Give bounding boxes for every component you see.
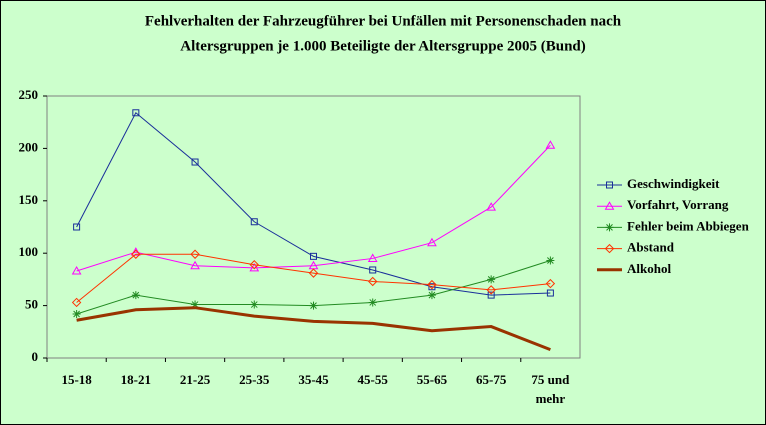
x-tick-label: 18-21 (120, 372, 151, 387)
marker (368, 276, 378, 287)
marker (249, 260, 259, 270)
marker (487, 275, 496, 284)
x-tick-label: 35-45 (298, 372, 329, 387)
x-tick-label: 15-18 (61, 372, 92, 387)
legend-label: Fehler beim Abbiegen (627, 218, 750, 233)
chart-title: Fehlverhalten der Fahrzeugführer bei Unf… (145, 13, 622, 29)
marker (367, 253, 378, 262)
marker (605, 223, 614, 232)
marker (427, 237, 437, 247)
marker (72, 309, 81, 318)
marker (546, 289, 554, 297)
y-tick-label: 50 (25, 297, 38, 312)
line (76, 144, 551, 272)
marker (545, 140, 556, 149)
marker (487, 291, 495, 299)
legend-label: Vorfahrt, Vorrang (627, 197, 729, 212)
y-tick-label: 100 (19, 244, 39, 259)
plot-area (46, 95, 581, 359)
marker (250, 218, 258, 226)
chart-title: Altersgruppen je 1.000 Beteiligte der Al… (180, 38, 586, 54)
legend-label: Alkohol (627, 261, 671, 276)
marker (190, 260, 200, 270)
marker (427, 279, 437, 290)
marker (604, 243, 615, 254)
marker (368, 298, 377, 307)
line (76, 306, 551, 352)
y-tick-label: 200 (19, 139, 39, 154)
marker (308, 268, 319, 278)
x-tick-label: 65-75 (475, 372, 507, 387)
y-tick-label: 150 (19, 192, 39, 207)
marker (73, 223, 81, 231)
marker (546, 256, 555, 265)
marker (71, 266, 82, 275)
x-tick-label: 55-65 (416, 372, 448, 387)
marker (428, 283, 436, 291)
marker (427, 291, 436, 300)
marker (545, 278, 556, 289)
x-tick-label: 75 und mehr (531, 372, 570, 406)
marker (606, 181, 613, 189)
marker (369, 266, 377, 274)
x-tick-label: 45-55 (357, 372, 388, 387)
marker (191, 300, 200, 309)
legend-label: Abstand (627, 240, 675, 255)
y-tick-label: 0 (32, 349, 39, 364)
legend-label: Geschwindigkeit (627, 176, 720, 191)
marker (131, 291, 140, 300)
line (76, 253, 551, 303)
marker (309, 301, 318, 310)
marker (191, 158, 199, 166)
line (76, 111, 551, 296)
x-tick-label: 21-25 (179, 372, 211, 387)
marker (71, 297, 82, 308)
marker (250, 300, 259, 309)
marker (486, 285, 496, 295)
marker (604, 201, 615, 210)
marker (190, 249, 200, 259)
marker (310, 252, 317, 260)
marker (132, 109, 140, 117)
y-tick-label: 250 (19, 87, 39, 102)
marker (486, 202, 497, 211)
x-tick-label: 25-35 (239, 372, 270, 387)
marker (131, 249, 141, 259)
